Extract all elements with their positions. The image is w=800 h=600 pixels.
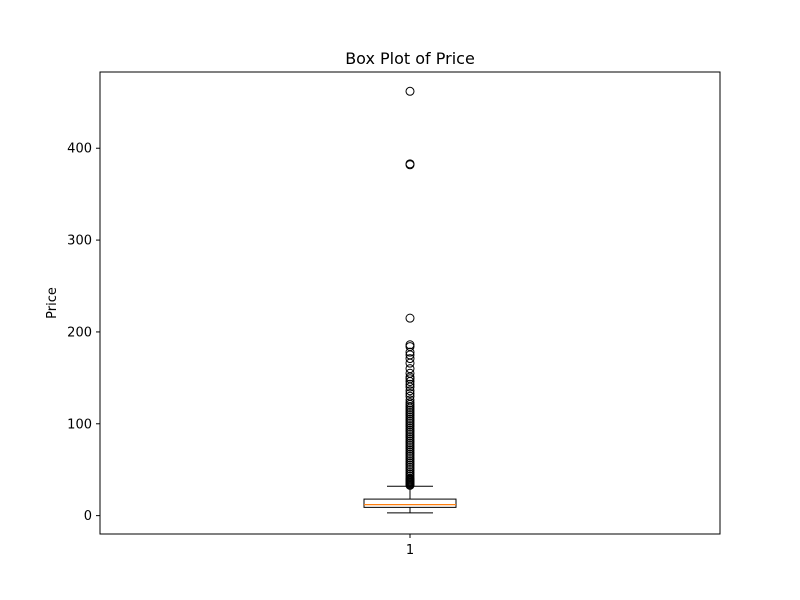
outlier-point — [405, 377, 415, 387]
outlier-point — [405, 86, 415, 96]
x-tick-label: 1 — [406, 543, 414, 558]
outlier-point — [405, 386, 415, 396]
outlier-point — [405, 340, 415, 350]
outlier-point — [405, 160, 415, 170]
outlier-point — [405, 313, 415, 323]
outlier-point — [405, 354, 415, 364]
y-tick-label: 0 — [84, 509, 92, 524]
y-tick-label: 400 — [67, 142, 92, 157]
outlier-point — [405, 364, 415, 374]
outlier-point — [405, 388, 415, 398]
y-axis-label: Price — [45, 287, 60, 319]
outlier-point — [405, 358, 415, 368]
iqr-box — [363, 498, 457, 508]
y-tick-label: 300 — [67, 234, 92, 249]
chart-title: Box Plot of Price — [345, 49, 475, 68]
y-tick-label: 200 — [67, 325, 92, 340]
outlier-point — [405, 480, 415, 490]
outlier-point — [405, 347, 415, 357]
outlier-point — [405, 379, 415, 389]
plot-frame — [99, 71, 721, 535]
y-tick-label: 100 — [67, 417, 92, 432]
outlier-point — [405, 382, 415, 392]
plot-area: 0 100 200 300 400 1 — [67, 71, 721, 558]
